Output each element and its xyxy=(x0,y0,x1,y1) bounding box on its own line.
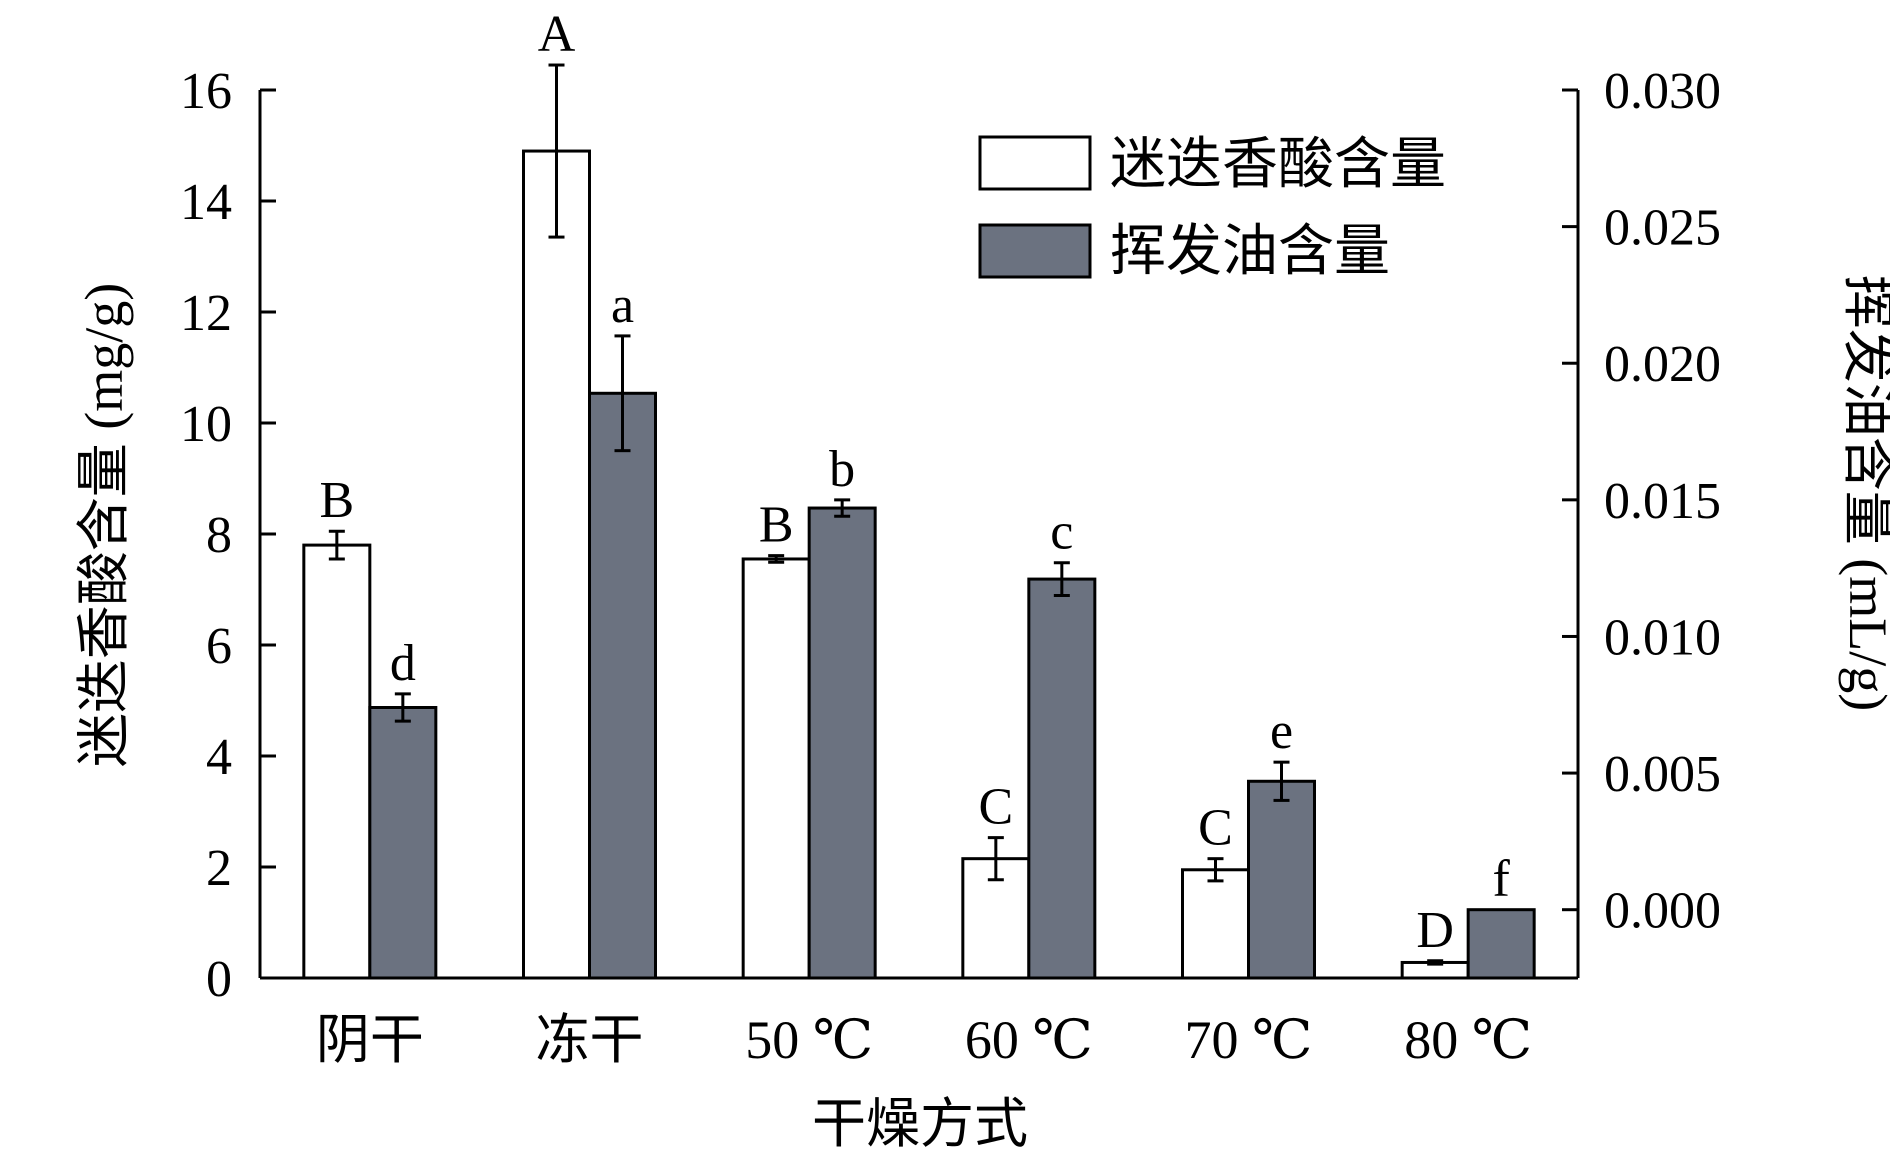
significance-letter-rosmarinic-acid: A xyxy=(538,6,576,63)
significance-letter-rosmarinic-acid: B xyxy=(759,497,794,554)
bar-volatile-oil xyxy=(1027,577,1097,980)
significance-letter-rosmarinic-acid: D xyxy=(1416,902,1454,959)
y-tick-label-left: 12 xyxy=(180,285,232,342)
y-tick-label-right: 0.015 xyxy=(1604,473,1721,530)
y-tick-label-left: 16 xyxy=(180,63,232,120)
significance-letter-rosmarinic-acid: B xyxy=(319,472,354,529)
bar-volatile-oil xyxy=(588,391,657,980)
y-axis-title-right: 挥发油含量 (mL/g) xyxy=(1838,275,1890,711)
significance-letter-volatile-oil: d xyxy=(390,635,416,692)
bar-rosmarinic-acid xyxy=(522,149,591,980)
y-tick-label-right: 0.020 xyxy=(1604,336,1721,393)
legend-swatch-volatile-oil xyxy=(978,223,1092,279)
legend-swatch-rosmarinic-acid xyxy=(978,135,1092,191)
significance-letter-rosmarinic-acid: C xyxy=(1198,800,1233,857)
x-tick-label: 50 ℃ xyxy=(745,1010,873,1070)
significance-letter-rosmarinic-acid: C xyxy=(978,779,1013,836)
significance-letter-volatile-oil: b xyxy=(829,441,855,498)
significance-letter-volatile-oil: c xyxy=(1050,504,1073,561)
bar-rosmarinic-acid xyxy=(1181,868,1250,980)
legend-label-rosmarinic-acid: 迷迭香酸含量 xyxy=(1110,134,1446,196)
y-tick-label-right: 0.010 xyxy=(1604,609,1721,666)
x-tick-label: 60 ℃ xyxy=(965,1010,1093,1070)
significance-letter-volatile-oil: a xyxy=(611,277,634,334)
bar-volatile-oil xyxy=(368,706,438,980)
bar-volatile-oil xyxy=(807,506,877,980)
x-tick-label: 阴干 xyxy=(316,1010,424,1070)
significance-letter-volatile-oil: e xyxy=(1270,703,1293,760)
y-tick-label-left: 14 xyxy=(180,174,232,231)
legend: 迷迭香酸含量 挥发油含量 xyxy=(978,134,1446,283)
y-tick-label-left: 0 xyxy=(206,951,232,1008)
plot-area: 0 2 4 6 8 10 12 14 16 0.000 0.005 0.010 0.015 0.020 0.… xyxy=(180,6,1721,1070)
y-tick-label-right: 0.025 xyxy=(1604,200,1721,257)
x-axis-title: 干燥方式 xyxy=(812,1094,1028,1149)
significance-letter-volatile-oil: f xyxy=(1493,851,1511,908)
y-axis-title-left: 迷迭香酸含量 (mg/g) xyxy=(74,283,134,767)
x-tick-label: 80 ℃ xyxy=(1404,1010,1532,1070)
y-tick-label-left: 6 xyxy=(206,618,232,675)
bar-volatile-oil xyxy=(1247,779,1316,980)
bar-rosmarinic-acid xyxy=(302,543,372,980)
y-tick-label-left: 10 xyxy=(180,396,232,453)
y-tick-label-right: 0.005 xyxy=(1604,746,1721,803)
y-tick-label-right: 0.000 xyxy=(1604,883,1721,940)
bar-volatile-oil xyxy=(1466,908,1536,980)
x-tick-label: 70 ℃ xyxy=(1185,1010,1313,1070)
legend-label-volatile-oil: 挥发油含量 xyxy=(1110,221,1390,283)
y-tick-label-left: 2 xyxy=(206,840,232,897)
y-tick-label-left: 8 xyxy=(206,507,232,564)
y-tick-label-left: 4 xyxy=(206,729,232,786)
x-tick-label: 冻干 xyxy=(536,1010,644,1070)
bar-rosmarinic-acid xyxy=(741,557,811,980)
y-tick-label-right: 0.030 xyxy=(1604,63,1721,120)
